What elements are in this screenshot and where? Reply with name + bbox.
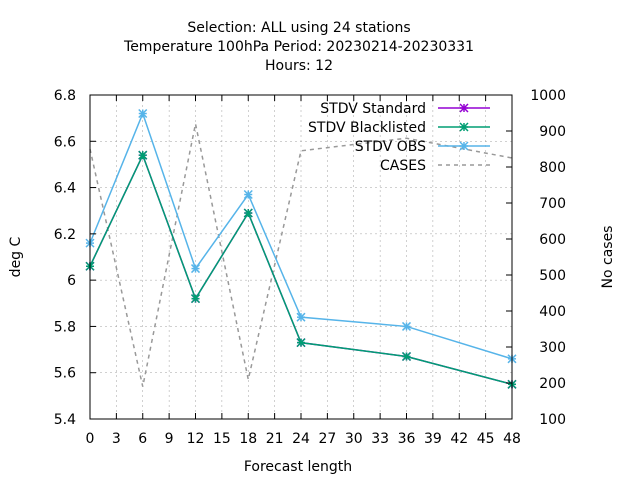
- x-tick-label: 9: [165, 431, 174, 447]
- x-tick-label: 12: [187, 431, 205, 447]
- x-tick-label: 27: [318, 431, 336, 447]
- y-tick-label: 6.4: [54, 181, 76, 197]
- data-point-stdv-blacklisted: [243, 208, 253, 218]
- y2-tick-label: 900: [539, 124, 566, 140]
- x-tick-label: 42: [450, 431, 468, 447]
- x-tick-label: 33: [371, 431, 389, 447]
- data-point-stdv-obs: [243, 189, 253, 200]
- x-tick-label: 18: [239, 431, 257, 447]
- y-tick-label: 5.8: [54, 319, 76, 335]
- x-tick-label: 24: [292, 431, 310, 447]
- data-point-stdv-blacklisted: [190, 294, 201, 304]
- data-point-stdv-obs: [190, 264, 201, 274]
- y2-tick-label: 700: [539, 196, 566, 212]
- y2-tick-label: 100: [539, 412, 566, 428]
- title-line-2: Temperature 100hPa Period: 20230214-2023…: [123, 39, 474, 55]
- legend: STDV Standard STDV Blacklisted STDV OBS CAS…: [308, 101, 490, 174]
- series-line-cases: [89, 123, 513, 387]
- x-axis-label: Forecast length: [244, 459, 352, 475]
- y-axis-label: deg C: [8, 236, 24, 277]
- y2-tick-label: 500: [539, 268, 566, 284]
- series-line-stdv-blacklisted: [89, 153, 513, 386]
- y-tick-label: 5.6: [54, 366, 76, 382]
- legend-label-stdv-blacklisted: STDV Blacklisted: [308, 120, 426, 136]
- x-tick-label: 6: [138, 431, 147, 447]
- x-tick-label: 15: [213, 431, 231, 447]
- cases-line-group: [89, 123, 513, 387]
- series-line-stdv-standard: [89, 153, 513, 386]
- y-tick-label: 5.4: [54, 412, 76, 428]
- axis-ticks: 0 3 6 9 12 15 18 21 24 27 30 33 36 39 42 45 485.45.65.86…: [54, 88, 566, 447]
- x-tick-label: 0: [86, 431, 95, 447]
- data-point-stdv-obs: [401, 321, 412, 331]
- y2-tick-label: 600: [539, 232, 566, 248]
- data-point-stdv-obs: [296, 312, 306, 322]
- x-tick-label: 21: [266, 431, 284, 447]
- title-line-1: Selection: ALL using 24 stations: [187, 20, 410, 36]
- title-line-3: Hours: 12: [265, 58, 333, 74]
- data-point-stdv-blacklisted: [401, 351, 412, 362]
- y2-tick-label: 400: [539, 304, 566, 320]
- data-point-stdv-obs: [138, 108, 148, 119]
- y-tick-label: 6.6: [54, 134, 76, 150]
- data-point-stdv-blacklisted: [296, 338, 306, 348]
- y-tick-label: 6.8: [54, 88, 76, 104]
- y2-tick-label: 800: [539, 160, 566, 176]
- y-tick-label: 6: [67, 273, 76, 289]
- legend-marker-stdv-obs: [459, 141, 469, 151]
- x-tick-label: 3: [112, 431, 121, 447]
- chart-title: Selection: ALL using 24 stations Tempera…: [123, 20, 474, 74]
- x-tick-label: 30: [345, 431, 363, 447]
- x-tick-label: 36: [398, 431, 416, 447]
- legend-marker-stdv-blacklisted: [459, 122, 469, 132]
- y2-tick-label: 300: [539, 340, 566, 356]
- x-tick-label: 48: [503, 431, 521, 447]
- legend-label-stdv-obs: STDV OBS: [355, 139, 426, 155]
- y2-tick-label: 1000: [530, 88, 566, 104]
- y2-tick-label: 200: [539, 376, 566, 392]
- legend-label-stdv-standard: STDV Standard: [320, 101, 426, 117]
- legend-label-cases: CASES: [380, 158, 426, 174]
- y-tick-label: 6.2: [54, 227, 76, 243]
- y2-axis-label: No cases: [600, 226, 616, 289]
- x-tick-label: 45: [477, 431, 495, 447]
- data-point-stdv-blacklisted: [138, 150, 148, 160]
- legend-marker-stdv-standard: [459, 103, 469, 113]
- x-tick-label: 39: [424, 431, 442, 447]
